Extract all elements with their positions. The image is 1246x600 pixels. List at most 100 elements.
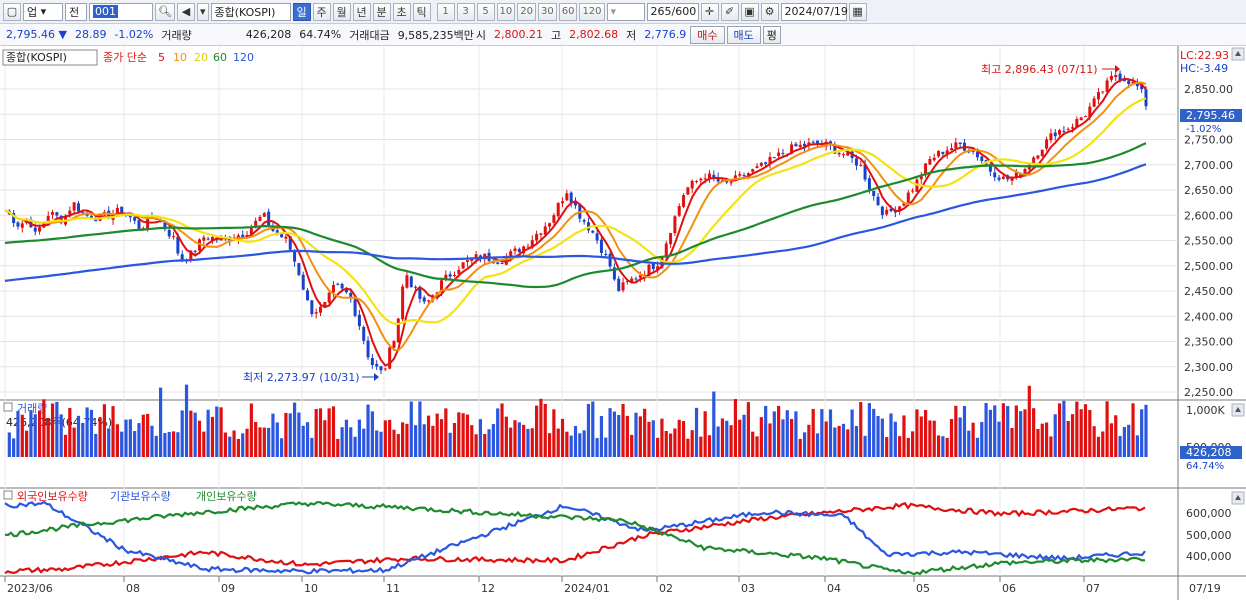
volume-bar (608, 408, 612, 457)
volume-bar (249, 403, 253, 457)
moving-average-lines (4, 77, 1147, 367)
code-input[interactable]: 001 (89, 2, 153, 21)
candle-body (1144, 89, 1148, 107)
calendar-icon[interactable]: ▦ (848, 2, 867, 21)
prev-select[interactable]: 전 (65, 2, 87, 21)
volume-bar (25, 430, 29, 457)
speaker-icon[interactable]: ◀︎ (176, 2, 195, 21)
candle-body (816, 140, 820, 145)
volume-bar (772, 411, 776, 457)
volume-bar (413, 425, 418, 457)
candle-body (76, 203, 80, 212)
volume-bar (578, 433, 582, 457)
arrow-right-icon (1115, 65, 1120, 73)
x-tick-label: 09 (221, 582, 235, 595)
interval-tab[interactable]: 120 (579, 2, 605, 21)
volume-bar (807, 424, 811, 457)
buy-button[interactable]: 매수 (690, 25, 725, 44)
volume-bar (478, 419, 483, 457)
candle-body (924, 163, 928, 176)
search-icon[interactable]: 🔍︎ (155, 2, 175, 21)
period-tab[interactable]: 분 (372, 2, 391, 21)
window-icon[interactable]: ▢ (3, 2, 21, 21)
market-select[interactable]: 업 ▾ (23, 2, 63, 21)
volume-bar (431, 425, 435, 457)
panel-toggle-icon[interactable] (3, 402, 13, 412)
last-volume-pct: 64.74% (1186, 461, 1224, 472)
volume-bar (89, 409, 94, 457)
draw-tool-icon[interactable]: ✐ (720, 2, 739, 21)
period-tab[interactable]: 초 (392, 2, 411, 21)
interval-tab[interactable]: 20 (517, 2, 536, 21)
candle-body (582, 220, 586, 222)
candle-body (349, 292, 353, 298)
save-icon[interactable]: ▣ (740, 2, 759, 21)
volume-bar (630, 434, 634, 457)
chart-area[interactable]: 종합(KOSPI) 종가 단순 5 10 20 60 120 최고 2,896.… (0, 46, 1246, 600)
candle-body (314, 312, 318, 314)
count-field[interactable]: 265/600 (646, 2, 699, 21)
interval-tab[interactable]: 60 (558, 2, 578, 21)
volume-bar (573, 425, 578, 457)
volume-bar (120, 431, 124, 457)
interval-tab[interactable]: 10 (496, 2, 516, 21)
eval-button[interactable]: 평 (762, 25, 781, 44)
volume-bar (694, 407, 699, 457)
volume-bar (63, 434, 68, 457)
candle-body (1079, 117, 1083, 121)
volume-bar (535, 405, 539, 457)
price-panel-title-box[interactable] (2, 49, 98, 66)
period-tab[interactable]: 틱 (412, 2, 431, 21)
volume-bar (1001, 403, 1005, 457)
volume-bar (764, 405, 768, 457)
ma-line-10 (4, 81, 1147, 352)
volume-bar (828, 409, 833, 457)
volume-bar (33, 414, 37, 457)
period-tab[interactable]: 일 (292, 2, 311, 21)
period-tab[interactable]: 월 (332, 2, 351, 21)
candle-body (1101, 91, 1105, 93)
interval-select[interactable]: ▾ (606, 2, 645, 21)
name-field[interactable]: 종합(KOSPI) (210, 2, 291, 21)
candle-body (288, 236, 292, 250)
volume-bar (690, 430, 694, 457)
crosshair-icon[interactable]: ✛ (700, 2, 719, 21)
dropdown-arrow-icon[interactable]: ▾ (196, 2, 209, 21)
candle-body (941, 151, 945, 154)
volume-bar (340, 427, 344, 457)
price-tick-label: 2,750.00 (1184, 134, 1233, 147)
candle-body (496, 262, 500, 264)
volume-bar (141, 414, 145, 457)
volume-bar (16, 411, 20, 457)
settings-icon[interactable]: ⚙︎ (760, 2, 779, 21)
interval-tab[interactable]: 3 (456, 2, 475, 21)
volume-bar (426, 415, 431, 457)
candle-body (33, 227, 37, 232)
volume-bar (586, 403, 591, 457)
candle-body (712, 174, 716, 178)
period-tab[interactable]: 년 (352, 2, 371, 21)
x-tick-label: 05 (916, 582, 930, 595)
interval-tab[interactable]: 1 (436, 2, 455, 21)
volume-bar (1131, 403, 1135, 457)
volume-bar (911, 431, 915, 457)
date-field[interactable]: 2024/07/19 (780, 2, 848, 21)
period-tab[interactable]: 주 (312, 2, 331, 21)
volume-bar (292, 402, 297, 457)
volume-bar (297, 412, 301, 457)
sell-button[interactable]: 매도 (726, 25, 761, 44)
candle-body (599, 239, 603, 253)
volume-bar (664, 430, 668, 457)
candle-body (945, 150, 949, 155)
candle-body (1014, 172, 1018, 177)
interval-tab[interactable]: 30 (537, 2, 557, 21)
candle-body (548, 223, 552, 227)
candle-body (163, 222, 167, 230)
candle-body (612, 267, 616, 280)
interval-tab[interactable]: 5 (476, 2, 495, 21)
candle-body (331, 284, 335, 293)
panel-toggle-icon[interactable] (3, 490, 13, 500)
price-tick-label: 2,850.00 (1184, 83, 1233, 96)
candle-body (452, 274, 456, 276)
candle-body (777, 152, 781, 156)
